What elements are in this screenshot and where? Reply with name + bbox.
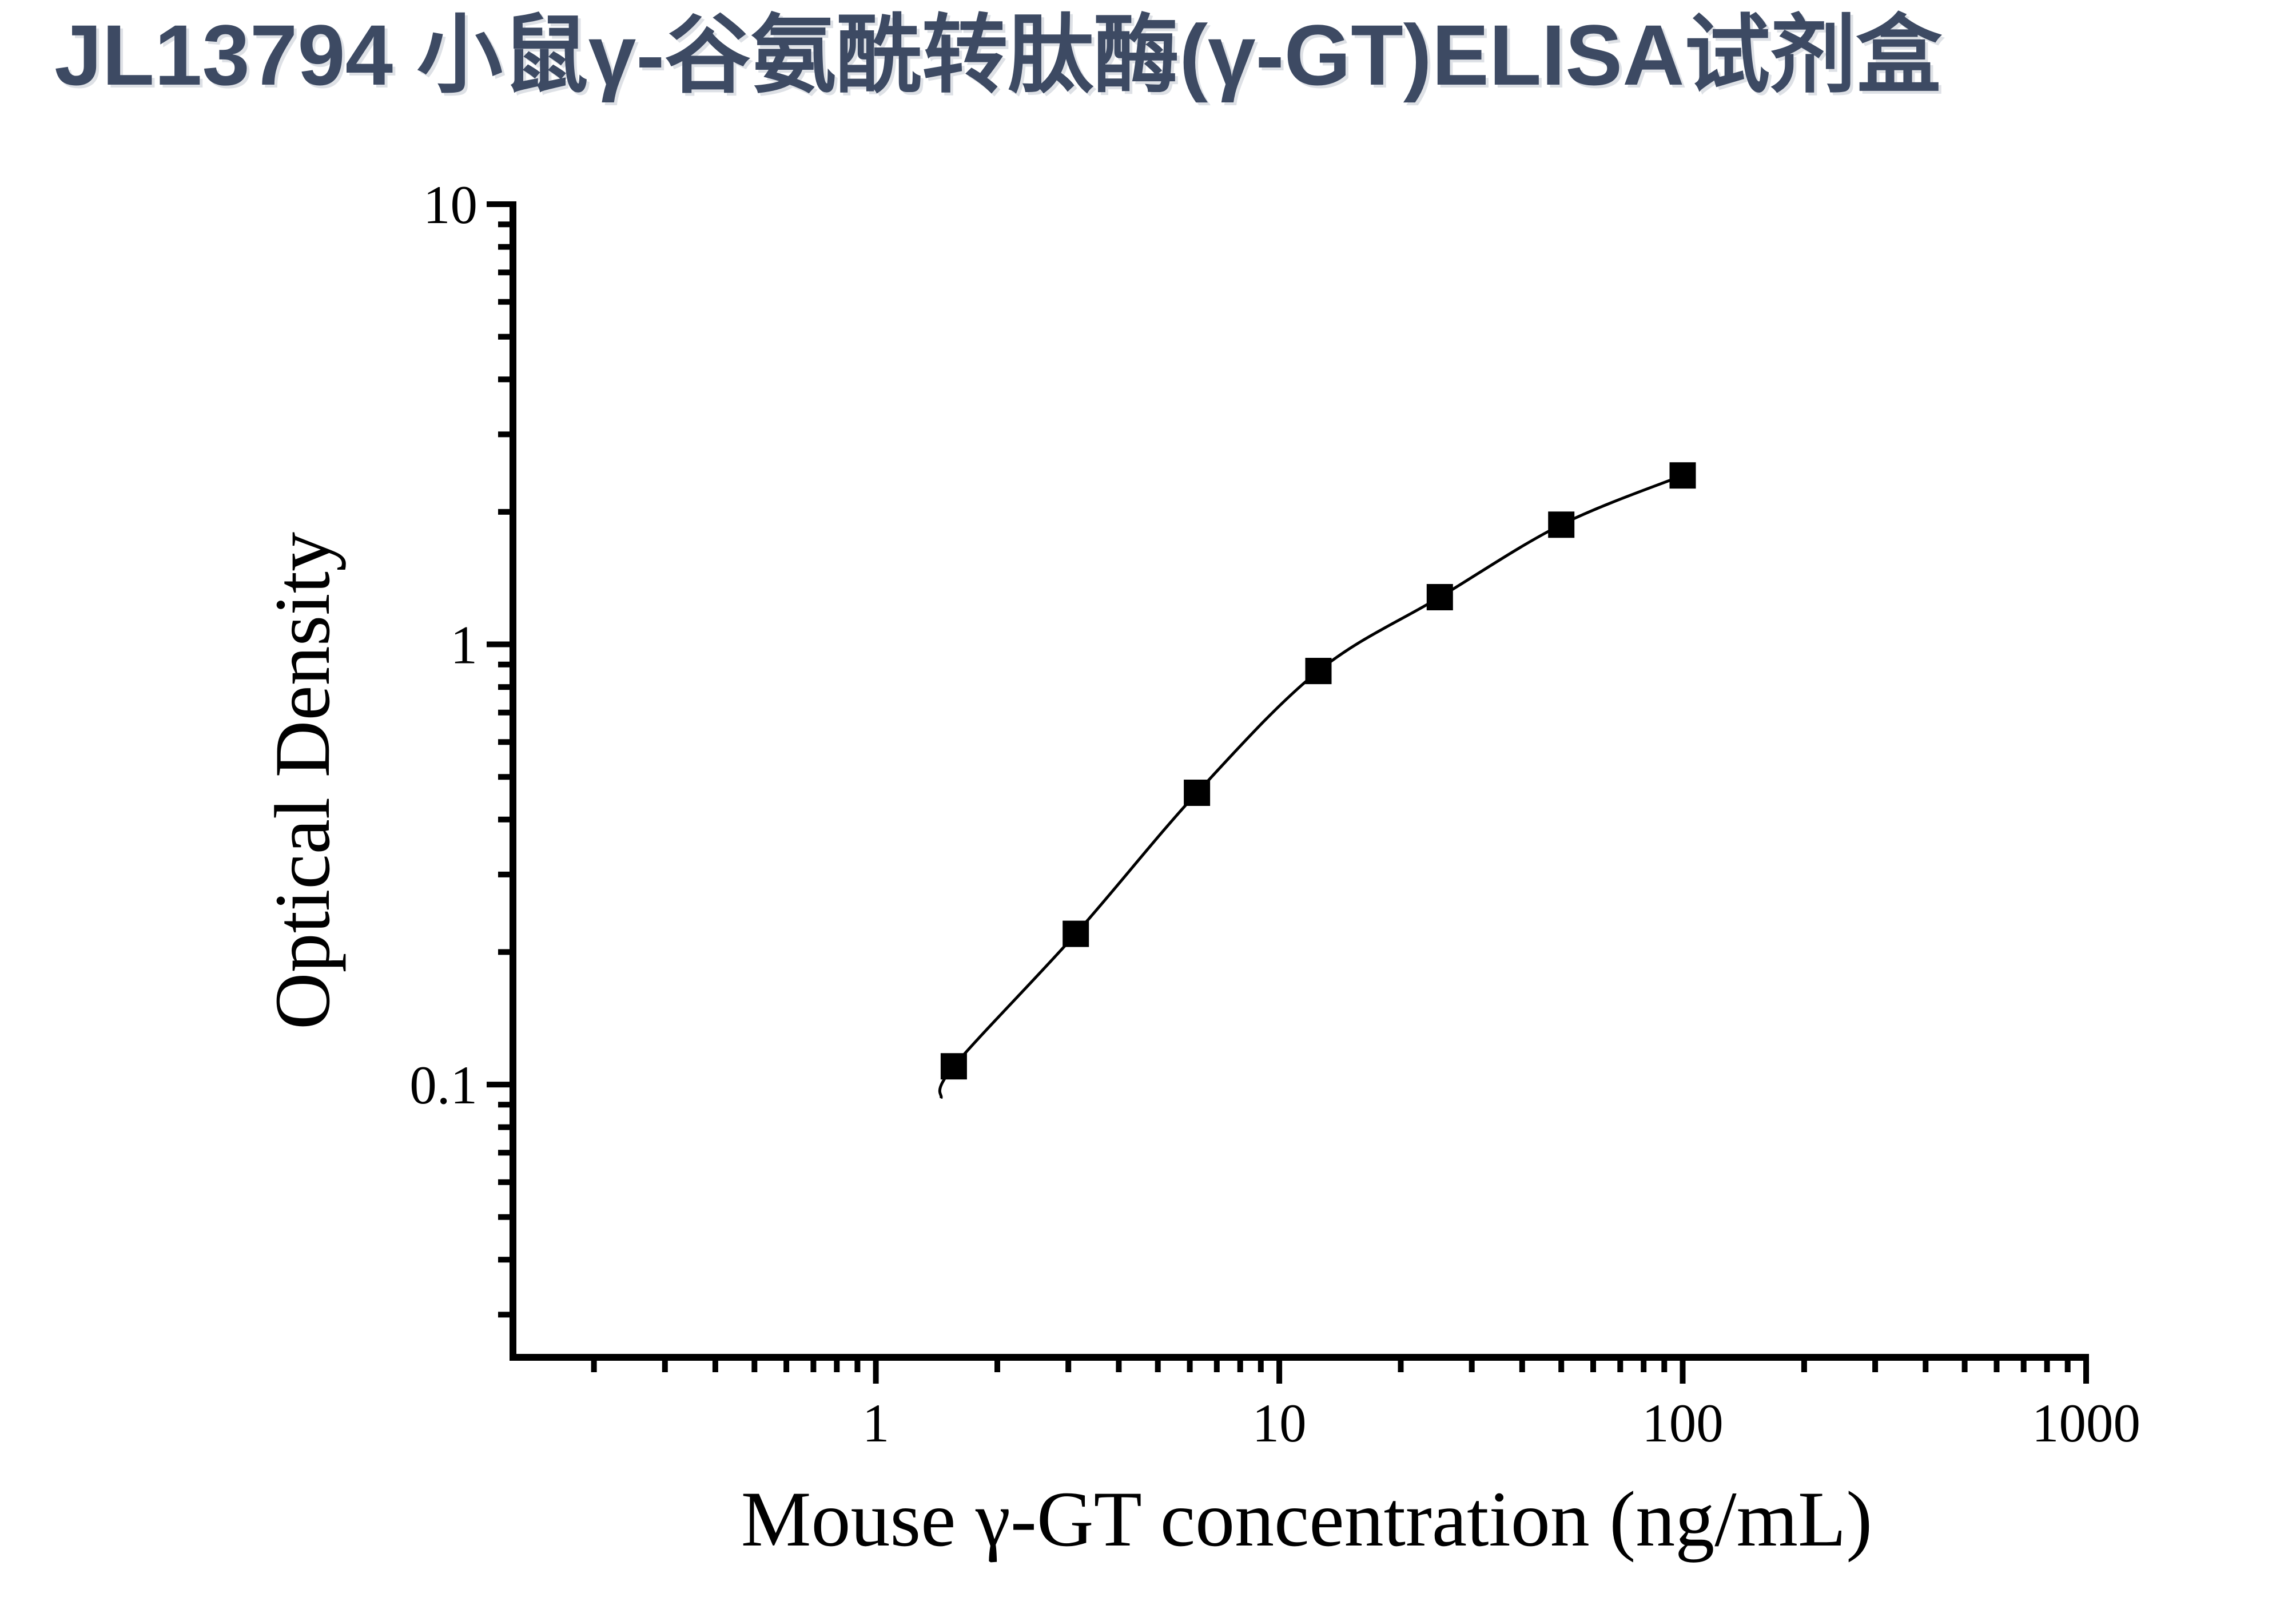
x-tick-label: 100 xyxy=(1642,1393,1724,1453)
data-point-marker xyxy=(1305,658,1332,685)
data-point-marker xyxy=(1063,920,1089,947)
page-title: JL13794 小鼠γ-谷氨酰转肽酶(γ-GT)ELISA试剂盒 xyxy=(54,7,1942,103)
y-axis-title: Optical Density xyxy=(258,532,346,1030)
x-tick-label: 1 xyxy=(862,1393,890,1453)
y-tick-label: 0.1 xyxy=(409,1055,477,1115)
x-axis-title: Mouse γ-GT concentration (ng/mL) xyxy=(741,1475,1872,1563)
data-point-marker xyxy=(1184,780,1211,806)
x-tick-label: 1000 xyxy=(2032,1393,2140,1453)
data-point-marker xyxy=(1548,511,1575,538)
x-tick-label: 10 xyxy=(1252,1393,1307,1453)
y-tick-label: 10 xyxy=(423,174,477,235)
data-point-marker xyxy=(1426,584,1453,610)
fit-curve xyxy=(938,474,1684,1099)
data-point-marker xyxy=(940,1053,967,1080)
data-point-marker xyxy=(1669,462,1696,489)
y-tick-label: 1 xyxy=(451,615,478,676)
